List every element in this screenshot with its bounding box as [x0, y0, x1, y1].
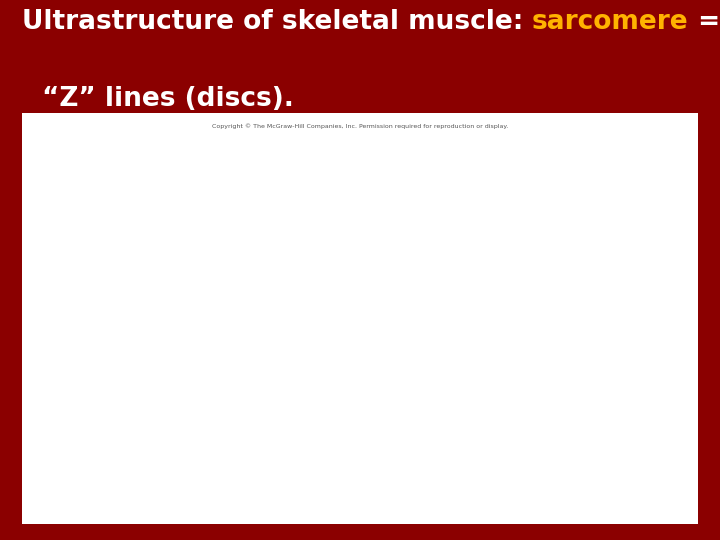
FancyBboxPatch shape: [22, 113, 698, 524]
Text: Copyright © The McGraw-Hill Companies, Inc. Permission required for reproduction: Copyright © The McGraw-Hill Companies, I…: [212, 124, 508, 129]
Text: Ultrastructure of skeletal muscle:: Ultrastructure of skeletal muscle:: [22, 9, 532, 35]
Text: “Z” lines (discs).: “Z” lines (discs).: [42, 86, 294, 112]
Text: = distance between 2: = distance between 2: [689, 9, 720, 35]
Text: sarcomere: sarcomere: [532, 9, 689, 35]
